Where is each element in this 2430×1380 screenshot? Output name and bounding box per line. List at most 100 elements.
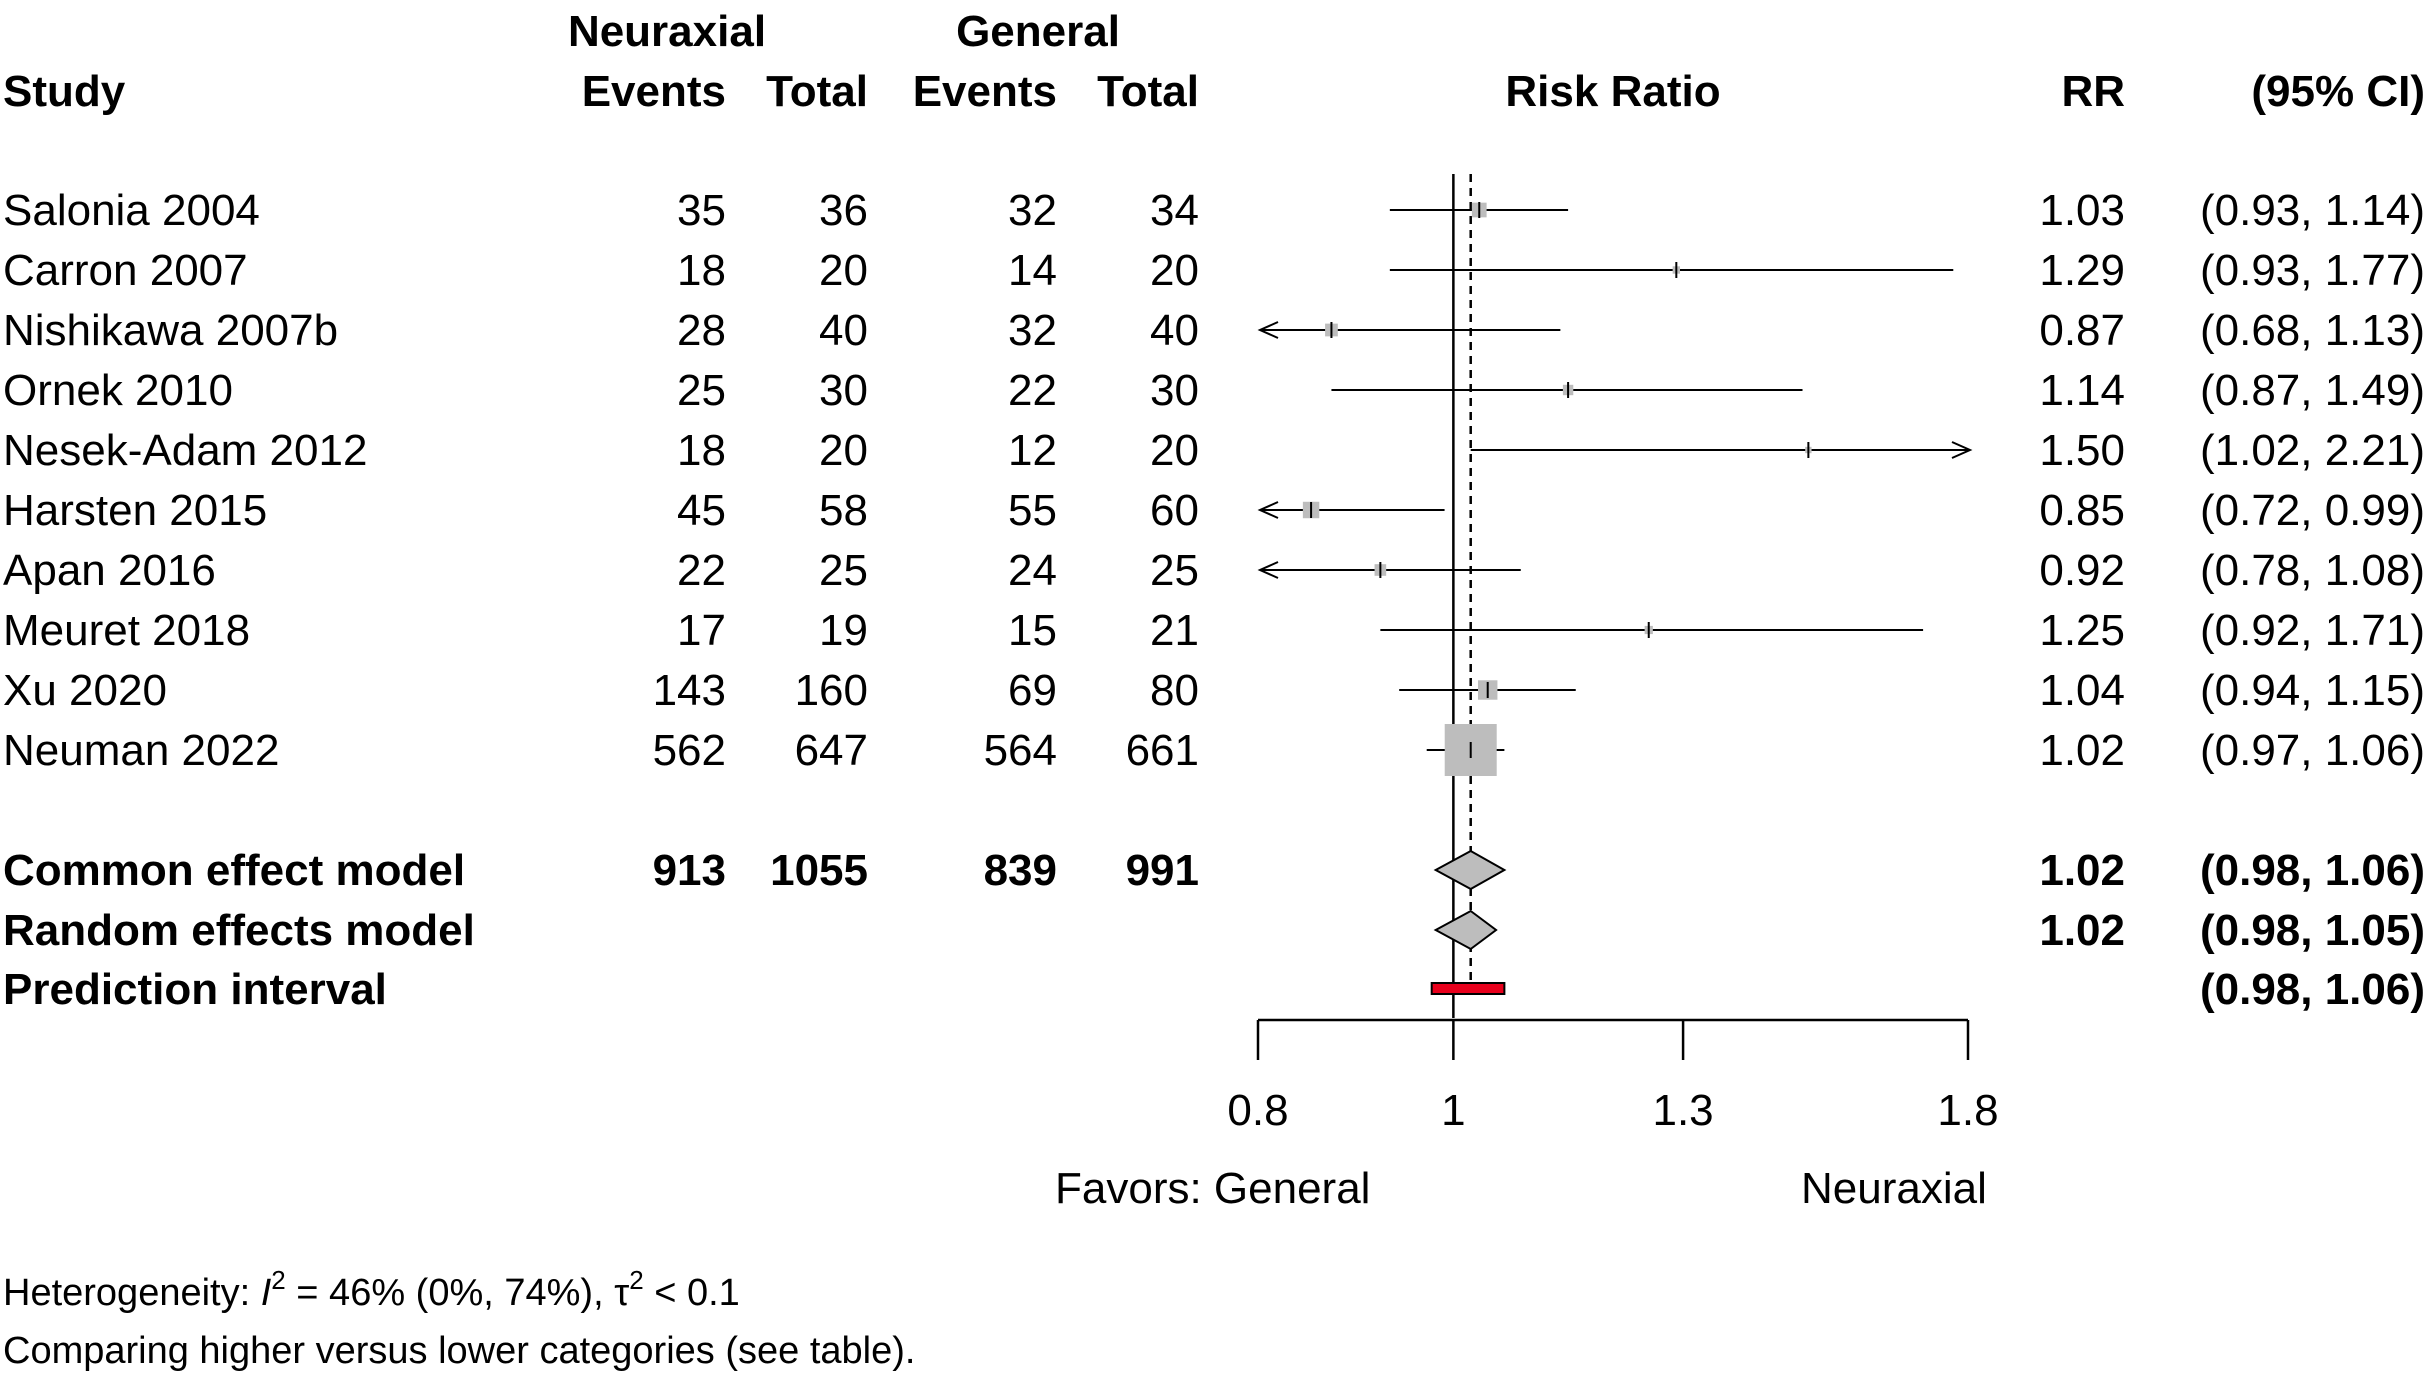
common-effect-total-1: 1055 — [770, 846, 868, 895]
prediction-interval-label: Prediction interval — [3, 965, 387, 1014]
tau-superscript: 2 — [629, 1265, 643, 1295]
i2-symbol: I — [261, 1272, 272, 1314]
ci-value: (0.87, 1.49) — [2200, 366, 2425, 415]
ci-value: (1.02, 2.21) — [2200, 426, 2425, 475]
table-row: Meuret 2018 17 19 15 21 1.25 (0.92, 1.71) — [3, 606, 2425, 655]
total-general: 25 — [1150, 546, 1199, 595]
common-effect-diamond — [1433, 849, 1507, 891]
ci-arrow-left — [1257, 501, 1279, 519]
study-label: Apan 2016 — [3, 546, 216, 595]
table-row: Apan 2016 22 25 24 25 0.92 (0.78, 1.08) — [3, 546, 2425, 595]
rr-value: 1.29 — [2039, 246, 2125, 295]
events-general: 69 — [1008, 666, 1057, 715]
events-general: 14 — [1008, 246, 1057, 295]
rr-value: 1.02 — [2039, 726, 2125, 775]
ci-arrow-left — [1257, 561, 1279, 579]
header-total-2: Total — [1097, 67, 1199, 116]
favors-right-label: Neuraxial — [1801, 1164, 1987, 1213]
total-general: 661 — [1126, 726, 1199, 775]
random-effects-label: Random effects model — [3, 906, 475, 955]
events-neuraxial: 35 — [677, 186, 726, 235]
total-neuraxial: 30 — [819, 366, 868, 415]
ci-value: (0.94, 1.15) — [2200, 666, 2425, 715]
ci-value: (0.78, 1.08) — [2200, 546, 2425, 595]
x-tick-label: 1.8 — [1937, 1086, 1998, 1135]
events-general: 12 — [1008, 426, 1057, 475]
total-neuraxial: 647 — [795, 726, 868, 775]
total-general: 60 — [1150, 486, 1199, 535]
prediction-interval-ci: (0.98, 1.06) — [2200, 965, 2425, 1014]
tau-symbol: τ — [614, 1272, 629, 1314]
x-tick-label: 1.3 — [1652, 1086, 1713, 1135]
table-row: Ornek 2010 25 30 22 30 1.14 (0.87, 1.49) — [3, 366, 2425, 415]
header-rr: RR — [2061, 67, 2125, 116]
rr-value: 1.03 — [2039, 186, 2125, 235]
study-label: Harsten 2015 — [3, 486, 267, 535]
table-row: Nesek-Adam 2012 18 20 12 20 1.50 (1.02, 2.21) — [3, 426, 2425, 475]
total-neuraxial: 36 — [819, 186, 868, 235]
events-neuraxial: 143 — [653, 666, 726, 715]
events-general: 32 — [1008, 306, 1057, 355]
common-effect-ci: (0.98, 1.06) — [2200, 846, 2425, 895]
rr-value: 0.87 — [2039, 306, 2125, 355]
total-neuraxial: 19 — [819, 606, 868, 655]
header-events-1: Events — [582, 67, 726, 116]
study-label: Carron 2007 — [3, 246, 248, 295]
table-row: Salonia 2004 35 36 32 34 1.03 (0.93, 1.14) — [3, 186, 2425, 235]
events-general: 15 — [1008, 606, 1057, 655]
rr-value: 1.14 — [2039, 366, 2125, 415]
header-group2: General — [956, 7, 1120, 56]
total-general: 30 — [1150, 366, 1199, 415]
events-neuraxial: 562 — [653, 726, 726, 775]
tau-value: < 0.1 — [644, 1272, 740, 1314]
heterogeneity-text: Heterogeneity: I2 = 46% (0%, 74%), τ2 < … — [3, 1265, 740, 1314]
random-effects-rr: 1.02 — [2039, 906, 2125, 955]
ci-value: (0.68, 1.13) — [2200, 306, 2425, 355]
study-label: Nishikawa 2007b — [3, 306, 338, 355]
header-group1: Neuraxial — [568, 7, 766, 56]
rr-value: 0.85 — [2039, 486, 2125, 535]
ci-value: (0.93, 1.77) — [2200, 246, 2425, 295]
total-general: 20 — [1150, 426, 1199, 475]
total-general: 34 — [1150, 186, 1199, 235]
events-neuraxial: 28 — [677, 306, 726, 355]
events-neuraxial: 18 — [677, 246, 726, 295]
header-study: Study — [3, 67, 126, 116]
events-general: 22 — [1008, 366, 1057, 415]
total-neuraxial: 20 — [819, 426, 868, 475]
rr-value: 1.25 — [2039, 606, 2125, 655]
ci-arrow-left — [1257, 321, 1279, 339]
table-row: Neuman 2022 562 647 564 661 1.02 (0.97, 1.06) — [3, 726, 2425, 775]
total-neuraxial: 25 — [819, 546, 868, 595]
prediction-interval-bar — [1430, 982, 1506, 995]
events-general: 564 — [984, 726, 1057, 775]
events-neuraxial: 25 — [677, 366, 726, 415]
random-effects-diamond — [1433, 909, 1498, 951]
common-effect-label: Common effect model — [3, 846, 465, 895]
total-neuraxial: 20 — [819, 246, 868, 295]
x-tick-label: 1 — [1441, 1086, 1465, 1135]
events-general: 24 — [1008, 546, 1057, 595]
ci-arrow-right — [1951, 441, 1973, 459]
total-general: 20 — [1150, 246, 1199, 295]
i2-superscript: 2 — [271, 1265, 285, 1295]
ci-value: (0.97, 1.06) — [2200, 726, 2425, 775]
total-neuraxial: 40 — [819, 306, 868, 355]
random-effects-ci: (0.98, 1.05) — [2200, 906, 2425, 955]
ci-value: (0.92, 1.71) — [2200, 606, 2425, 655]
plot-marks: 0.8 1 1.3 1.8 — [1227, 174, 1999, 1135]
events-general: 55 — [1008, 486, 1057, 535]
common-effect-events-1: 913 — [653, 846, 726, 895]
x-tick-label: 0.8 — [1227, 1086, 1288, 1135]
heterogeneity-prefix: Heterogeneity: — [3, 1272, 261, 1314]
study-label: Nesek-Adam 2012 — [3, 426, 367, 475]
ci-value: (0.72, 0.99) — [2200, 486, 2425, 535]
total-general: 80 — [1150, 666, 1199, 715]
table-row: Carron 2007 18 20 14 20 1.29 (0.93, 1.77) — [3, 246, 2425, 295]
events-neuraxial: 18 — [677, 426, 726, 475]
common-effect-total-2: 991 — [1126, 846, 1199, 895]
study-label: Meuret 2018 — [3, 606, 250, 655]
i2-value: = 46% (0%, 74%), — [286, 1272, 614, 1314]
study-label: Neuman 2022 — [3, 726, 279, 775]
